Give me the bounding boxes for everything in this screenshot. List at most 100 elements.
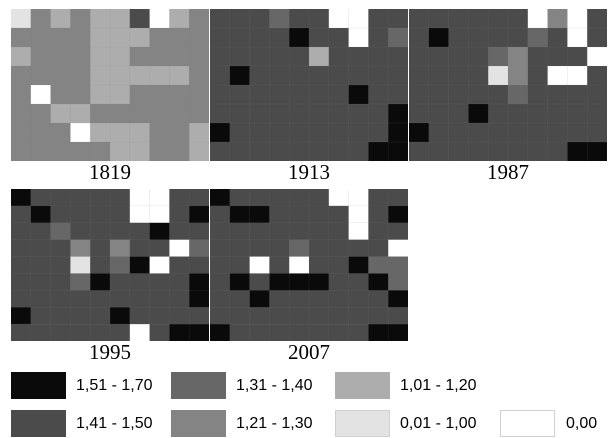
heatmap-cell [428, 123, 449, 143]
heatmap-cell [169, 256, 190, 274]
heatmap-cell [210, 66, 231, 86]
heatmap-cell [328, 9, 349, 29]
legend-label: 1,21 - 1,30 [236, 415, 313, 432]
heatmap-cell [11, 104, 32, 124]
heatmap-cell [448, 9, 469, 29]
heatmap-cell [70, 189, 91, 207]
heatmap-cell [388, 104, 408, 124]
heatmap-cell [30, 104, 51, 124]
heatmap-cell [50, 28, 71, 48]
heatmap-cell [129, 239, 150, 257]
heatmap-cell [348, 290, 369, 308]
heatmap-cell [189, 222, 209, 240]
heatmap-cell [368, 324, 389, 341]
heatmap-cell [527, 123, 548, 143]
heatmap-cell [309, 85, 330, 105]
heatmap-cell [129, 324, 150, 341]
heatmap-cell [229, 189, 250, 207]
heatmap-cell [50, 66, 71, 86]
heatmap-cell [368, 290, 389, 308]
heatmap-cell [428, 142, 449, 161]
heatmap-cell [189, 256, 209, 274]
heatmap-cell [229, 290, 250, 308]
heatmap-cell [269, 205, 290, 224]
heatmap-cell [348, 222, 369, 240]
heatmap-cell [30, 222, 51, 240]
heatmap-cell [30, 273, 51, 291]
heatmap-cell [70, 28, 91, 48]
heatmap-cell [11, 66, 32, 86]
heatmap-cell [50, 104, 71, 124]
heatmap-cell [508, 28, 529, 48]
heatmap-cell [428, 66, 449, 86]
legend-label: 0,01 - 1,00 [400, 415, 477, 432]
heatmap-cell [229, 47, 250, 67]
legend-swatch [335, 372, 390, 399]
heatmap-cell [448, 28, 469, 48]
heatmap-cell [90, 290, 111, 308]
heatmap-cell [388, 28, 408, 48]
heatmap-cell [90, 142, 111, 161]
heatmap-cell [567, 66, 588, 86]
heatmap-cell [169, 66, 190, 86]
heatmap-cell [468, 47, 489, 67]
heatmap-cell [129, 142, 150, 161]
heatmap-cell [527, 104, 548, 124]
heatmap-cell [90, 104, 111, 124]
heatmap-cell [50, 47, 71, 67]
heatmap-cell [90, 205, 111, 224]
heatmap-cell [110, 205, 131, 224]
heatmap-cell [309, 66, 330, 86]
heatmap-cell [428, 28, 449, 48]
heatmap-cell [169, 104, 190, 124]
heatmap-cell [309, 142, 330, 161]
heatmap-cell [189, 205, 209, 224]
heatmap-cell [229, 28, 250, 48]
heatmap-cell [388, 239, 408, 257]
heatmap-cell [11, 47, 32, 67]
legend-label: 1,31 - 1,40 [236, 377, 313, 394]
legend-label: 0,00 [566, 415, 598, 432]
heatmap-cell [229, 256, 250, 274]
heatmap-cell [30, 239, 51, 257]
heatmap-cell [269, 28, 290, 48]
heatmap-cell [110, 256, 131, 274]
legend-swatch [171, 410, 226, 437]
heatmap-cell [269, 85, 290, 105]
heatmap-cell [328, 142, 349, 161]
heatmap-cell [368, 256, 389, 274]
legend-swatch [335, 410, 390, 437]
heatmap-cell [149, 205, 170, 224]
heatmap-cell [368, 222, 389, 240]
heatmap-cell [368, 189, 389, 207]
heatmap-cell [388, 85, 408, 105]
heatmap-cell [328, 104, 349, 124]
heatmap-cell [249, 85, 270, 105]
heatmap-cell [388, 9, 408, 29]
panel-year-label: 1987 [487, 160, 529, 184]
heatmap-cell [348, 85, 369, 105]
heatmap-cell [567, 104, 588, 124]
heatmap-cell [210, 47, 231, 67]
heatmap-cell [527, 47, 548, 67]
heatmap-cell [189, 239, 209, 257]
heatmap-cell [149, 256, 170, 274]
legend-label: 1,01 - 1,20 [400, 377, 477, 394]
heatmap-cell [348, 307, 369, 325]
legend-label: 1,51 - 1,70 [76, 377, 153, 394]
heatmap-cell [210, 239, 231, 257]
heatmap-cell [129, 189, 150, 207]
heatmap-cell [110, 85, 131, 105]
heatmap-cell [110, 307, 131, 325]
heatmap-cell [149, 66, 170, 86]
heatmap-cell [149, 9, 170, 29]
heatmap-cell [50, 290, 71, 308]
heatmap-cell [90, 123, 111, 143]
heatmap-cell [189, 142, 209, 161]
heatmap-cell [189, 307, 209, 325]
heatmap-cell [269, 9, 290, 29]
heatmap-cell [70, 307, 91, 325]
heatmap-cell [428, 85, 449, 105]
legend-swatch [171, 372, 226, 399]
heatmap-cell [50, 9, 71, 29]
